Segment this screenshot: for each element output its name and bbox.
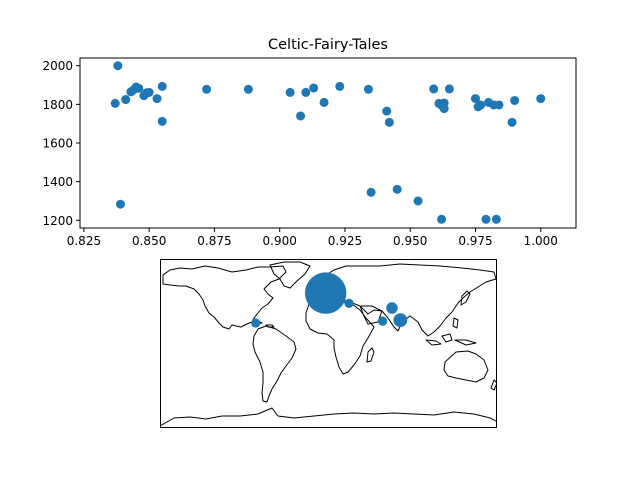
data-point — [444, 84, 454, 94]
data-point — [536, 94, 546, 104]
australia-outline — [443, 350, 489, 383]
scatter-points — [110, 61, 546, 224]
x-tick-label: 0.875 — [197, 234, 231, 248]
data-point — [152, 94, 162, 104]
south-america-outline — [252, 325, 297, 403]
arabian-peninsula — [359, 305, 383, 325]
data-point — [491, 214, 501, 224]
data-point — [481, 214, 491, 224]
data-point — [335, 81, 345, 91]
x-tick-label: 0.850 — [132, 234, 166, 248]
data-point — [319, 97, 329, 107]
x-tick-label: 1.000 — [524, 234, 558, 248]
map-bubbles — [251, 272, 408, 328]
data-point — [439, 104, 449, 114]
antarctica-outline — [160, 407, 497, 427]
data-point — [309, 83, 319, 93]
map-frame — [160, 259, 497, 428]
philippines-outline — [452, 317, 459, 329]
data-point — [285, 87, 295, 97]
data-point — [494, 100, 504, 110]
madagascar-outline — [366, 347, 375, 363]
data-point — [392, 184, 402, 194]
world-map — [160, 259, 497, 428]
data-point — [301, 87, 311, 97]
y-tick-label: 1200 — [42, 214, 73, 228]
japan-outline — [460, 290, 471, 306]
data-point — [510, 96, 520, 105]
data-point — [243, 84, 253, 94]
data-point — [157, 116, 167, 126]
data-point — [157, 81, 167, 91]
data-point — [121, 95, 131, 105]
x-tick-label: 0.925 — [328, 234, 362, 248]
data-point — [384, 117, 394, 127]
indonesia-outline — [425, 333, 477, 346]
map-bubble — [386, 302, 398, 314]
data-point — [110, 98, 120, 108]
y-axis: 1200 1400 1600 1800 2000 — [42, 59, 80, 228]
data-point — [134, 83, 144, 93]
data-point — [382, 106, 392, 116]
chart-title: Celtic-Fairy-Tales — [268, 37, 388, 53]
data-point — [429, 84, 439, 94]
data-point — [363, 84, 373, 94]
y-tick-label: 1400 — [42, 175, 73, 189]
data-point — [476, 100, 486, 110]
y-tick-label: 1600 — [42, 137, 73, 151]
map-bubble — [305, 272, 347, 314]
scatter-chart: Celtic-Fairy-Tales 0.825 0.850 0.875 0.900 0… — [42, 37, 577, 248]
map-bubble — [378, 316, 388, 326]
x-axis: 0.825 0.850 0.875 0.900 0.925 0.950 0.975 1.000 — [67, 228, 558, 248]
data-point — [113, 61, 123, 71]
greenland-outline — [269, 261, 311, 289]
north-america-outline — [162, 265, 287, 330]
data-point — [437, 214, 447, 224]
map-bubble — [393, 313, 408, 328]
data-point — [296, 111, 306, 121]
data-point — [507, 117, 517, 127]
plot-frame — [79, 57, 577, 229]
coastlines — [160, 261, 497, 427]
data-point — [366, 187, 376, 197]
map-bubble — [251, 318, 261, 328]
x-tick-label: 0.975 — [458, 234, 492, 248]
x-tick-label: 0.900 — [263, 234, 297, 248]
data-point — [413, 196, 423, 206]
map-bubble — [344, 298, 354, 308]
eurasia-outline — [317, 263, 497, 337]
data-point — [202, 84, 212, 94]
data-point — [470, 94, 480, 104]
x-tick-label: 0.825 — [67, 234, 101, 248]
y-tick-label: 1800 — [42, 98, 73, 112]
data-point — [115, 199, 125, 209]
x-tick-label: 0.950 — [393, 234, 427, 248]
data-point — [144, 87, 154, 97]
y-tick-label: 2000 — [42, 59, 73, 73]
